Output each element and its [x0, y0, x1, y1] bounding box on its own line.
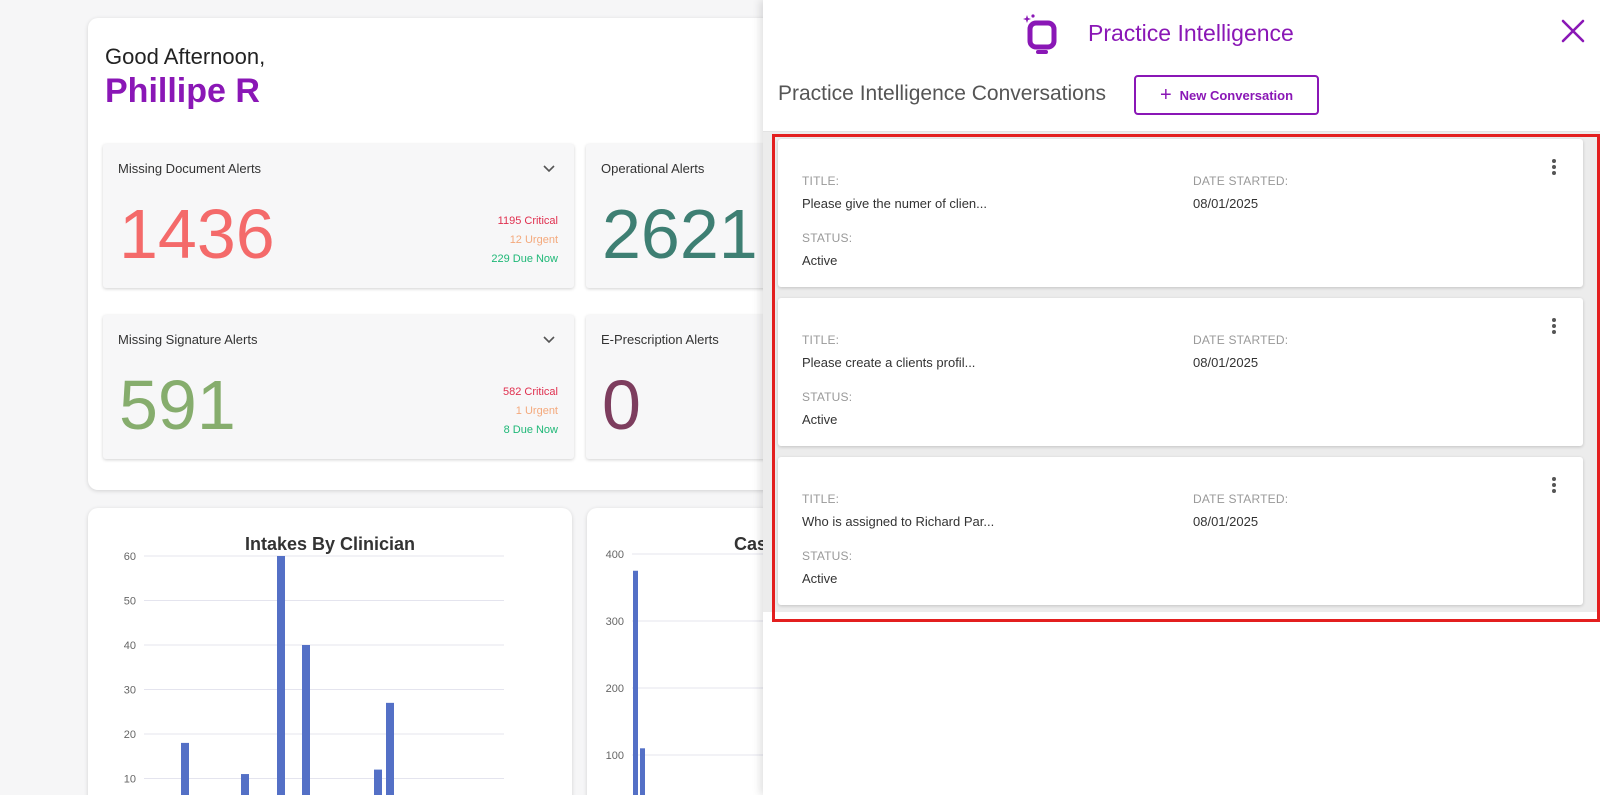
conversation-title: Please create a clients profil...	[802, 355, 976, 370]
bar	[241, 774, 249, 795]
alert-title: Missing Document Alerts	[118, 161, 262, 176]
plus-icon: +	[1159, 84, 1172, 106]
conversation-status: Active	[802, 571, 838, 586]
title-label: TITLE:	[802, 333, 840, 347]
conversations-heading: Practice Intelligence Conversations	[778, 82, 1107, 105]
missing-document-alerts-card[interactable]: Missing Document Alerts 1436 1195 Critic…	[103, 144, 574, 288]
greeting-text: Good Afternoon,	[105, 44, 266, 69]
alert-title: Missing Signature Alerts	[118, 332, 258, 347]
y-tick-label: 200	[606, 683, 624, 695]
user-name: Phillipe R	[105, 72, 260, 110]
conversation-date: 08/01/2025	[1193, 196, 1259, 211]
bar	[302, 645, 310, 795]
kebab-menu-icon[interactable]	[1549, 316, 1559, 336]
chart-title: Intakes By Clinician	[244, 534, 416, 554]
chart-plot: 400 300 200 100	[606, 549, 817, 795]
missing-signature-alerts-card[interactable]: Missing Signature Alerts 591 582 Critica…	[103, 315, 574, 459]
conversation-date: 08/01/2025	[1193, 355, 1259, 370]
close-icon[interactable]	[1558, 16, 1588, 46]
alert-due-now: 229 Due Now	[491, 253, 558, 265]
alert-due-now: 8 Due Now	[503, 424, 558, 436]
status-label: STATUS:	[802, 231, 853, 245]
drawer-title: Practice Intelligence	[1088, 20, 1294, 46]
y-tick-label: 300	[606, 616, 624, 628]
title-label: TITLE:	[802, 174, 840, 188]
chart-plot: 60 50 40 30 20 10	[124, 551, 504, 795]
new-conversation-label: New Conversation	[1179, 87, 1294, 103]
bar	[386, 702, 394, 795]
intakes-by-clinician-chart: Intakes By Clinician 60 50 40 30 20 10	[88, 508, 572, 795]
alert-critical: 582 Critical	[502, 386, 558, 398]
alert-count: 2621	[602, 195, 758, 273]
alert-title: E-Prescription Alerts	[601, 332, 719, 347]
kebab-menu-icon[interactable]	[1549, 475, 1559, 495]
alert-urgent: 1 Urgent	[515, 405, 558, 417]
y-tick-label: 60	[124, 551, 136, 563]
y-tick-label: 400	[606, 549, 624, 561]
conversation-date: 08/01/2025	[1193, 514, 1259, 529]
conversation-title: Who is assigned to Richard Par...	[802, 514, 995, 529]
alert-urgent: 12 Urgent	[509, 234, 558, 246]
bar	[277, 556, 285, 795]
conversation-card[interactable]: TITLE: Please give the numer of clien...…	[778, 139, 1583, 287]
practice-intelligence-drawer: Practice Intelligence Practice Intellige…	[763, 0, 1600, 795]
alert-count: 591	[119, 366, 236, 444]
y-tick-label: 50	[124, 596, 136, 608]
bar	[633, 570, 638, 795]
conversation-card[interactable]: TITLE: Please create a clients profil...…	[778, 298, 1583, 446]
alert-count: 1436	[119, 195, 275, 273]
date-label: DATE STARTED:	[1193, 174, 1289, 188]
bar	[181, 742, 189, 795]
y-tick-label: 30	[124, 685, 136, 697]
conversation-card[interactable]: TITLE: Who is assigned to Richard Par...…	[778, 457, 1583, 605]
chevron-down-icon[interactable]	[542, 333, 556, 348]
alert-count: 0	[602, 366, 641, 444]
conversation-status: Active	[802, 253, 838, 268]
conversation-list: TITLE: Please give the numer of clien...…	[763, 132, 1600, 612]
y-tick-label: 20	[124, 729, 136, 741]
chevron-down-icon[interactable]	[542, 162, 556, 177]
date-label: DATE STARTED:	[1193, 492, 1289, 506]
y-tick-label: 100	[606, 750, 624, 762]
alert-title: Operational Alerts	[601, 161, 705, 176]
bar	[640, 748, 645, 795]
kebab-menu-icon[interactable]	[1549, 157, 1559, 177]
bar	[374, 769, 382, 795]
date-label: DATE STARTED:	[1193, 333, 1289, 347]
status-label: STATUS:	[802, 390, 853, 404]
conversation-title: Please give the numer of clien...	[802, 196, 987, 211]
status-label: STATUS:	[802, 549, 853, 563]
alert-critical: 1195 Critical	[497, 215, 558, 227]
y-tick-label: 10	[124, 774, 136, 786]
header-divider	[763, 131, 1600, 132]
title-label: TITLE:	[802, 492, 840, 506]
new-conversation-button[interactable]: + New Conversation	[1134, 75, 1319, 115]
conversation-status: Active	[802, 412, 838, 427]
y-tick-label: 40	[124, 640, 136, 652]
chart-title: Cas	[734, 534, 768, 554]
practice-intelligence-logo-icon	[1023, 14, 1057, 54]
